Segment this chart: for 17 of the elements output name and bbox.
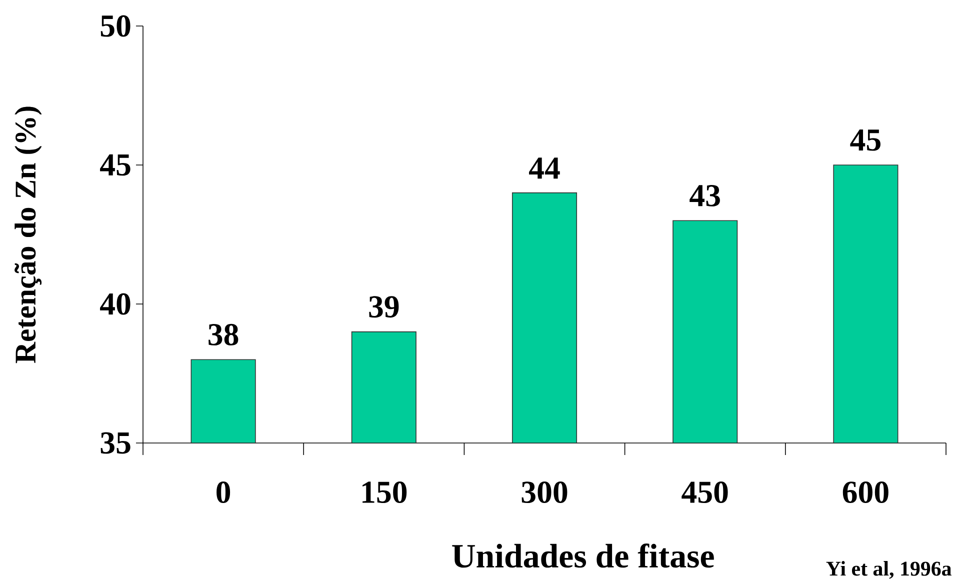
x-tick-label: 300	[522, 482, 568, 504]
data-label: 43	[690, 184, 720, 206]
x-axis-title: Unidades de fitase	[452, 544, 714, 568]
x-tick-label: 600	[842, 482, 888, 504]
y-tick-label: 35	[100, 432, 130, 454]
data-label: 38	[208, 324, 238, 346]
y-axis-title: Retenção do Zn (%)	[14, 106, 42, 364]
y-tick-label: 40	[100, 293, 130, 315]
y-tick-label: 45	[100, 154, 130, 176]
data-label: 45	[850, 130, 880, 151]
x-tick-label: 150	[362, 482, 407, 504]
x-tick-label: 450	[682, 482, 728, 504]
text: Yi et al, 1996a	[826, 561, 952, 579]
y-tick-label: 50	[100, 15, 130, 37]
data-label: 39	[369, 296, 399, 318]
x-tick-label: 0	[216, 482, 230, 504]
data-label: 44	[529, 158, 560, 179]
